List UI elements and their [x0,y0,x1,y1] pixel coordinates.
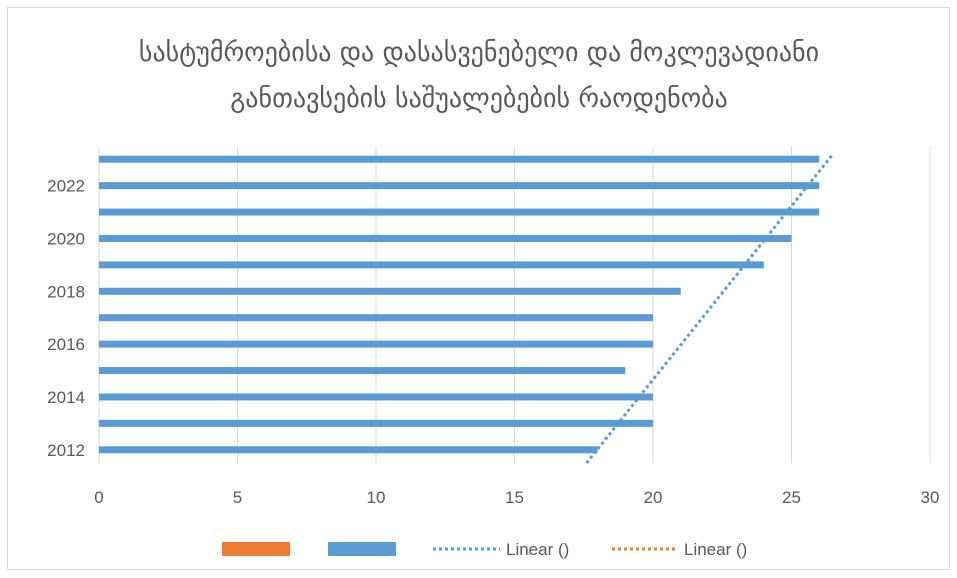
bars [99,155,820,454]
x-tick-label: 15 [505,488,524,507]
y-tick-label: 2022 [47,177,85,196]
x-tick-label: 25 [782,488,801,507]
y-tick-label: 2012 [47,441,85,460]
x-axis-ticks: 0 5 10 15 20 25 30 [94,488,939,507]
bar [99,419,653,427]
bar [99,155,820,163]
chart-frame: სასტუმროებისა და დასასვენებელი და მოკლევ… [7,7,950,570]
bar-chart: სასტუმროებისა და დასასვენებელი და მოკლევ… [47,38,939,559]
bar [99,314,653,322]
chart-title-line-2: განთავსების საშუალებების რაოდენობა [230,84,728,114]
y-tick-label: 2014 [47,388,85,407]
bar [99,367,626,375]
bar [99,234,792,242]
legend-label-trend-1: Linear () [506,540,569,559]
bar [99,393,653,401]
bar [99,446,598,454]
chart-title-line-1: სასტუმროებისა და დასასვენებელი და მოკლევ… [139,38,819,68]
x-tick-label: 5 [233,488,242,507]
y-tick-label: 2020 [47,229,85,248]
y-tick-label: 2016 [47,335,85,354]
x-tick-label: 0 [94,488,103,507]
bar [99,208,820,216]
y-tick-label: 2018 [47,282,85,301]
y-axis-ticks: 2012 2014 2016 2018 2020 2022 [47,177,85,460]
bar [99,182,820,190]
bar [99,287,681,295]
legend-label-trend-2: Linear () [684,540,747,559]
legend-swatch-series-2 [328,542,396,556]
legend-swatch-series-1 [222,542,290,556]
x-tick-label: 20 [644,488,663,507]
x-tick-label: 30 [921,488,940,507]
bar [99,340,653,348]
bar [99,261,764,269]
trendline [585,153,835,464]
trendlines [585,153,835,464]
x-tick-label: 10 [367,488,386,507]
grid [98,146,931,463]
legend: Linear () Linear () [222,540,747,559]
